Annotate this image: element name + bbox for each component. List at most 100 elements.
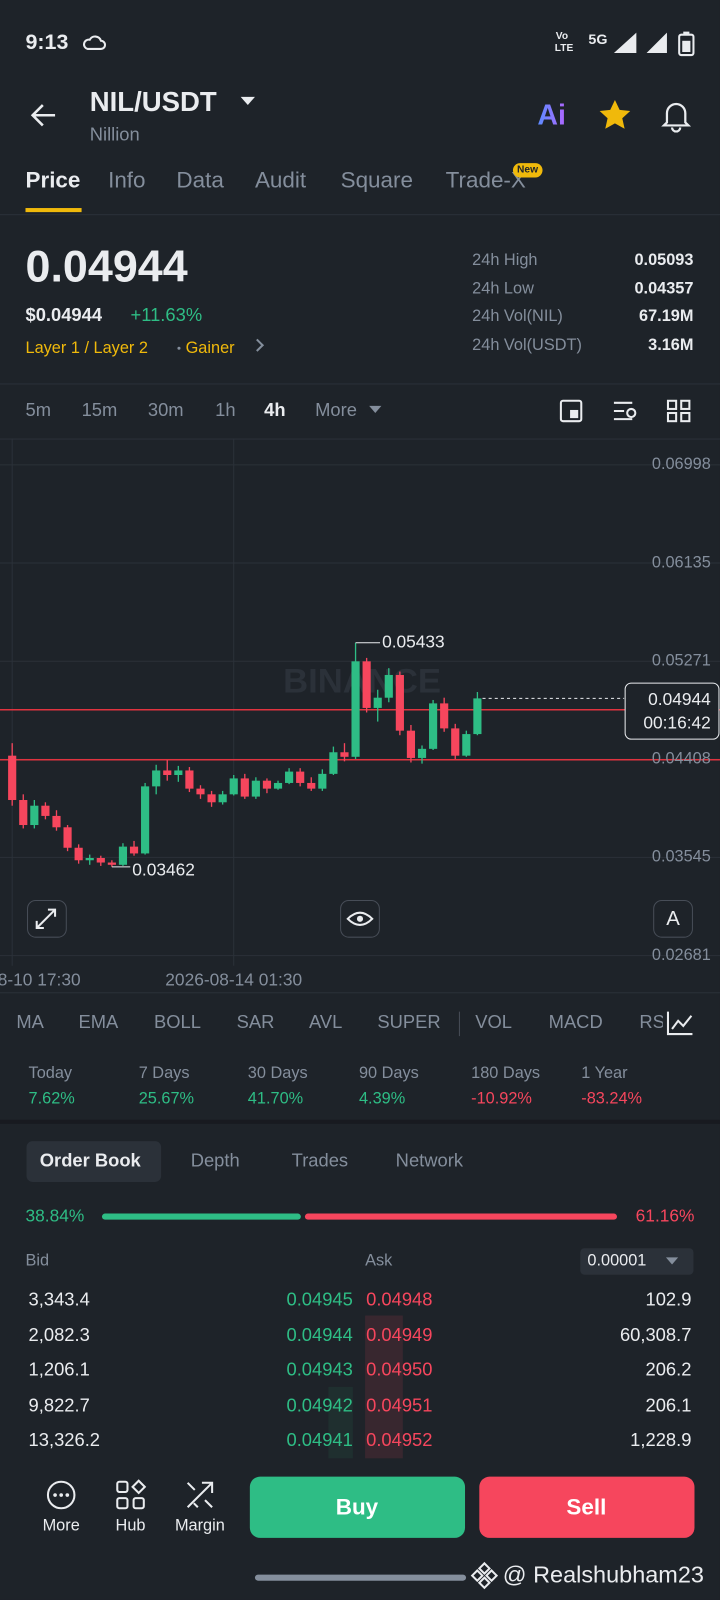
perf-label: 30 Days [247,1065,308,1083]
margin-icon[interactable] [184,1479,217,1512]
nav-label[interactable]: Hub [115,1517,146,1536]
interval[interactable]: 1h [215,399,236,421]
tab[interactable]: Price [25,167,81,193]
countdown-label: 00:16:42 [643,712,710,732]
ask-price: 0.04952 [366,1429,433,1451]
book-tab[interactable]: Network [395,1150,464,1171]
divider [0,992,720,994]
perf-value: -10.92% [471,1090,532,1108]
indicator[interactable]: AVL [308,1011,343,1033]
candle-body [207,794,216,803]
signal-battery [613,31,695,57]
bid-price: 0.04944 [286,1324,353,1345]
chart-tools[interactable] [558,398,693,425]
favorite-star[interactable] [598,98,635,133]
pair-dropdown[interactable] [239,94,257,108]
stat-value: 0.04357 [634,280,694,298]
tab[interactable]: Data [176,167,224,193]
tab[interactable]: Info [108,167,146,193]
candle-body [406,730,416,758]
buy-label[interactable]: Buy [335,1493,379,1520]
nav-label[interactable]: More [42,1517,80,1536]
sell-button[interactable] [479,1476,695,1538]
indicator-settings[interactable] [665,1009,696,1038]
perf-label: 7 Days [138,1065,190,1083]
interval[interactable]: 4h [264,399,286,421]
chevron[interactable] [251,338,264,352]
separator [458,1011,460,1037]
buy-button[interactable] [249,1476,466,1538]
nav-label[interactable]: Margin [174,1517,225,1536]
pair-title[interactable]: NIL/USDT [89,86,217,118]
perf-label: 90 Days [358,1065,419,1083]
candle-body [296,771,305,783]
y-tick-label: 0.06135 [652,553,711,571]
bid-qty: 13,326.2 [28,1429,101,1451]
cloud-icon [83,35,107,50]
candle-body [30,805,39,826]
ask-price: 0.04948 [366,1289,433,1310]
book-tab[interactable]: Trades [291,1150,349,1171]
stat-label: 24h High [472,252,538,270]
status-volte: Vo [555,30,569,42]
visibility-button[interactable] [340,899,380,938]
ai-button[interactable]: Ai [537,99,566,131]
chart-watermark: BINANCE [283,662,441,700]
bid-ratio: 38.84% [25,1206,85,1226]
candle-body [8,755,17,801]
candle-body [152,770,161,787]
candle-body [417,748,427,758]
tag: Layer 1 / Layer 2 [25,339,148,358]
tab[interactable]: Audit [254,167,307,193]
stat-label: 24h Vol(NIL) [472,308,563,326]
indicator[interactable]: MA [16,1011,44,1033]
ask-qty: 206.1 [645,1394,692,1416]
last-price: 0.04944 [25,241,188,292]
tab[interactable]: Trade-X [445,167,526,193]
section-gap [0,1119,720,1124]
more-icon[interactable] [45,1479,78,1512]
candle-body [107,862,116,865]
candle-body [362,661,371,708]
interval[interactable]: More [315,399,357,421]
logo [470,1561,499,1590]
candle-body [384,674,393,698]
interval[interactable]: 30m [147,399,184,421]
interval[interactable]: 5m [25,399,52,421]
candle-body [273,782,283,789]
book-tab[interactable]: Order Book [39,1150,141,1171]
indicator-row: MA EMA BOLL SAR AVL SUPER VOL MACD RSI [0,1005,663,1046]
tag: Gainer [185,339,235,358]
stat-value: 3.16M [648,336,694,354]
high-label: 0.05433 [382,631,445,651]
watermark: @ Realshubham23 [502,1561,704,1589]
indicator[interactable]: EMA [78,1011,119,1033]
ask-ratio-bar [304,1213,617,1220]
candle-body [174,770,183,775]
alert-bell[interactable] [659,98,694,133]
ask-qty: 206.2 [645,1359,692,1380]
book-tab[interactable]: Depth [190,1150,240,1171]
indicator[interactable]: SUPER [377,1011,441,1033]
hub-icon[interactable] [114,1479,147,1512]
ask-qty: 102.9 [645,1289,692,1310]
tab[interactable]: Square [340,167,413,193]
interval[interactable]: 15m [81,399,118,421]
indicator[interactable]: MACD [548,1011,603,1033]
indicator[interactable]: RSI [639,1011,662,1033]
auto-button[interactable] [653,899,693,938]
bid-qty: 9,822.7 [28,1394,90,1416]
indicator[interactable]: VOL [475,1011,512,1033]
back-button[interactable] [29,100,60,131]
candle-body [473,698,482,735]
expand-button[interactable] [27,899,67,938]
candle-body [163,770,172,775]
indicator[interactable]: SAR [236,1011,275,1033]
candle-body [462,734,471,756]
y-tick-label: 0.04408 [652,750,711,768]
x-tick-label: 2026-08-10 17:30 [0,970,81,990]
sell-label[interactable]: Sell [566,1493,607,1520]
last-price-box [624,682,720,740]
indicator[interactable]: BOLL [153,1011,201,1033]
